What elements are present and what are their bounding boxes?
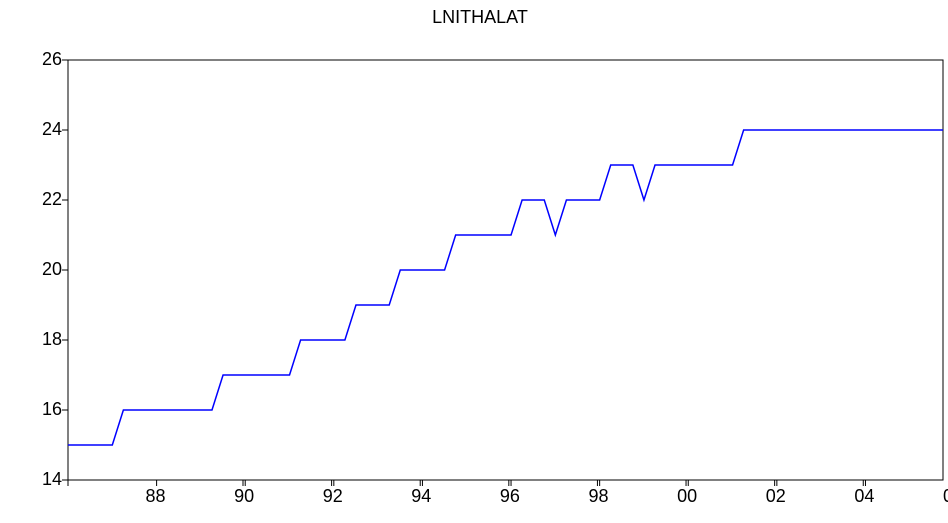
y-tick-label: 26 xyxy=(42,49,62,69)
x-tick-label: 98 xyxy=(589,486,609,506)
y-tick-label: 22 xyxy=(42,189,62,209)
y-tick-label: 20 xyxy=(42,259,62,279)
y-tick-label: 16 xyxy=(42,399,62,419)
x-tick-label: 00 xyxy=(677,486,697,506)
x-tick-label: 06 xyxy=(943,486,948,506)
y-tick-label: 18 xyxy=(42,329,62,349)
x-tick-label: 96 xyxy=(500,486,520,506)
x-tick-label: 94 xyxy=(411,486,431,506)
x-tick-label: 92 xyxy=(323,486,343,506)
y-tick-label: 14 xyxy=(42,469,62,489)
x-tick-label: 88 xyxy=(145,486,165,506)
x-tick-label: 90 xyxy=(234,486,254,506)
data-line xyxy=(68,129,943,446)
x-tick-label: 02 xyxy=(766,486,786,506)
chart-title: LNITHALAT xyxy=(432,7,528,27)
y-tick-label: 24 xyxy=(42,119,62,139)
plot-frame xyxy=(67,59,944,481)
x-tick-label: 04 xyxy=(854,486,874,506)
